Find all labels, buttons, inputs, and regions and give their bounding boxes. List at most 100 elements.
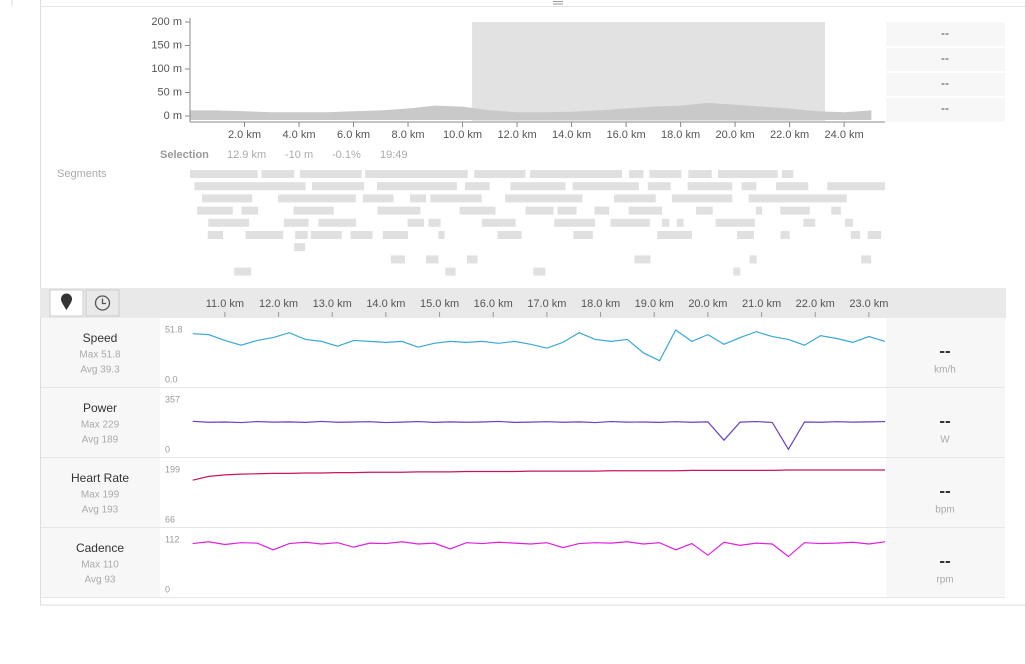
stream-line bbox=[192, 329, 886, 362]
segment-bar bbox=[425, 255, 439, 264]
x-tick-label: 23.0 km bbox=[849, 298, 888, 310]
x-tick-label: 18.0 km bbox=[661, 129, 700, 141]
segment-bar bbox=[377, 206, 421, 215]
segment-bar bbox=[657, 231, 692, 239]
clock-icon bbox=[94, 295, 111, 311]
segment-bar bbox=[649, 170, 682, 178]
tab-bar bbox=[40, 288, 1006, 318]
stream-avg: Avg 189 bbox=[82, 435, 119, 446]
segment-bar bbox=[844, 218, 853, 227]
segment-bar bbox=[278, 194, 356, 203]
stream-unit: km/h bbox=[934, 365, 956, 376]
selection-label: Selection bbox=[160, 149, 209, 161]
segment-bar bbox=[390, 255, 405, 264]
stream-line bbox=[192, 469, 885, 481]
segment-bar bbox=[610, 218, 650, 227]
x-tick-label: 16.0 km bbox=[607, 129, 646, 141]
segment-bar bbox=[505, 194, 583, 203]
segment-bar bbox=[831, 206, 841, 215]
value-panel bbox=[886, 528, 1005, 597]
label-panel bbox=[41, 458, 160, 527]
segment-bar bbox=[775, 182, 809, 191]
y-tick-label: 50 m bbox=[158, 86, 182, 98]
segment-bar bbox=[629, 170, 644, 178]
segment-bar bbox=[407, 218, 425, 227]
x-tick-label: 14.0 km bbox=[552, 129, 591, 141]
segment-bar bbox=[780, 206, 810, 215]
segment-bar bbox=[438, 231, 445, 239]
selection-distance: 12.9 km bbox=[227, 149, 266, 161]
stream-name: Power bbox=[83, 401, 117, 415]
x-tick-label: 22.0 km bbox=[796, 298, 835, 310]
segment-bar bbox=[376, 182, 457, 191]
segment-bar bbox=[190, 170, 258, 178]
segment-bar bbox=[557, 206, 577, 215]
segment-bar bbox=[382, 231, 408, 239]
y-tick-label: 0 m bbox=[164, 110, 182, 122]
segment-bar bbox=[634, 255, 651, 264]
stream-current: -- bbox=[939, 411, 950, 430]
segment-bar bbox=[466, 255, 478, 264]
side-value: -- bbox=[941, 101, 949, 115]
resize-handle[interactable] bbox=[553, 1, 563, 5]
segment-bar bbox=[430, 194, 482, 203]
segment-bar bbox=[861, 255, 872, 264]
segment-bar bbox=[594, 206, 610, 215]
side-value: -- bbox=[941, 51, 949, 65]
segment-bar bbox=[533, 267, 546, 276]
segment-bar bbox=[283, 218, 309, 227]
x-tick-label: 12.0 km bbox=[259, 298, 298, 310]
segment-bar bbox=[572, 182, 639, 191]
stream-max: Max 229 bbox=[81, 420, 120, 431]
segment-bar bbox=[510, 182, 566, 191]
x-tick-label: 10.0 km bbox=[443, 129, 482, 141]
x-tick-label: 15.0 km bbox=[420, 298, 459, 310]
segment-bar bbox=[197, 206, 233, 215]
y-tick-label: 199 bbox=[165, 464, 180, 474]
segment-bar bbox=[781, 170, 794, 178]
segment-bar bbox=[245, 231, 284, 239]
segment-bar bbox=[613, 194, 656, 203]
segment-bar bbox=[696, 206, 713, 215]
selection-shade bbox=[472, 22, 826, 121]
x-tick-label: 22.0 km bbox=[770, 129, 809, 141]
segment-bar bbox=[445, 267, 456, 276]
segment-bar bbox=[208, 218, 250, 227]
segment-bar bbox=[428, 218, 441, 227]
elevation-area bbox=[190, 102, 872, 120]
segment-bar bbox=[464, 182, 490, 191]
stream-name: Heart Rate bbox=[71, 471, 129, 485]
y-tick-label: 51.8 bbox=[165, 324, 183, 334]
segment-bar bbox=[410, 194, 426, 203]
y-tick-label: 112 bbox=[165, 534, 179, 544]
segment-bar bbox=[867, 231, 882, 239]
segment-bar bbox=[554, 218, 596, 227]
value-panel bbox=[886, 318, 1005, 387]
selection-time: 19:49 bbox=[380, 149, 408, 161]
segment-bar bbox=[294, 243, 306, 252]
x-tick-label: 21.0 km bbox=[742, 298, 781, 310]
segment-bar bbox=[350, 231, 373, 239]
label-panel bbox=[41, 528, 160, 597]
segment-bar bbox=[481, 218, 516, 227]
value-panel bbox=[886, 388, 1005, 457]
segment-bar bbox=[311, 182, 365, 191]
x-tick-label: 18.0 km bbox=[581, 298, 620, 310]
x-tick-label: 11.0 km bbox=[206, 298, 244, 310]
segment-bar bbox=[687, 182, 733, 191]
segment-bar bbox=[755, 206, 763, 215]
stream-line bbox=[192, 541, 886, 558]
stream-current: -- bbox=[939, 341, 950, 360]
segment-bar bbox=[474, 170, 526, 178]
stream-unit: rpm bbox=[936, 575, 953, 586]
stream-unit: bpm bbox=[935, 505, 954, 516]
x-tick-label: 20.0 km bbox=[716, 129, 755, 141]
x-tick-label: 6.0 km bbox=[337, 129, 370, 141]
pin-icon bbox=[61, 293, 72, 310]
segment-bar bbox=[741, 182, 757, 191]
x-tick-label: 12.0 km bbox=[497, 129, 536, 141]
segment-bar bbox=[261, 170, 295, 178]
stream-name: Cadence bbox=[76, 541, 124, 555]
segment-bar bbox=[295, 231, 308, 239]
stream-avg: Avg 93 bbox=[85, 575, 116, 586]
